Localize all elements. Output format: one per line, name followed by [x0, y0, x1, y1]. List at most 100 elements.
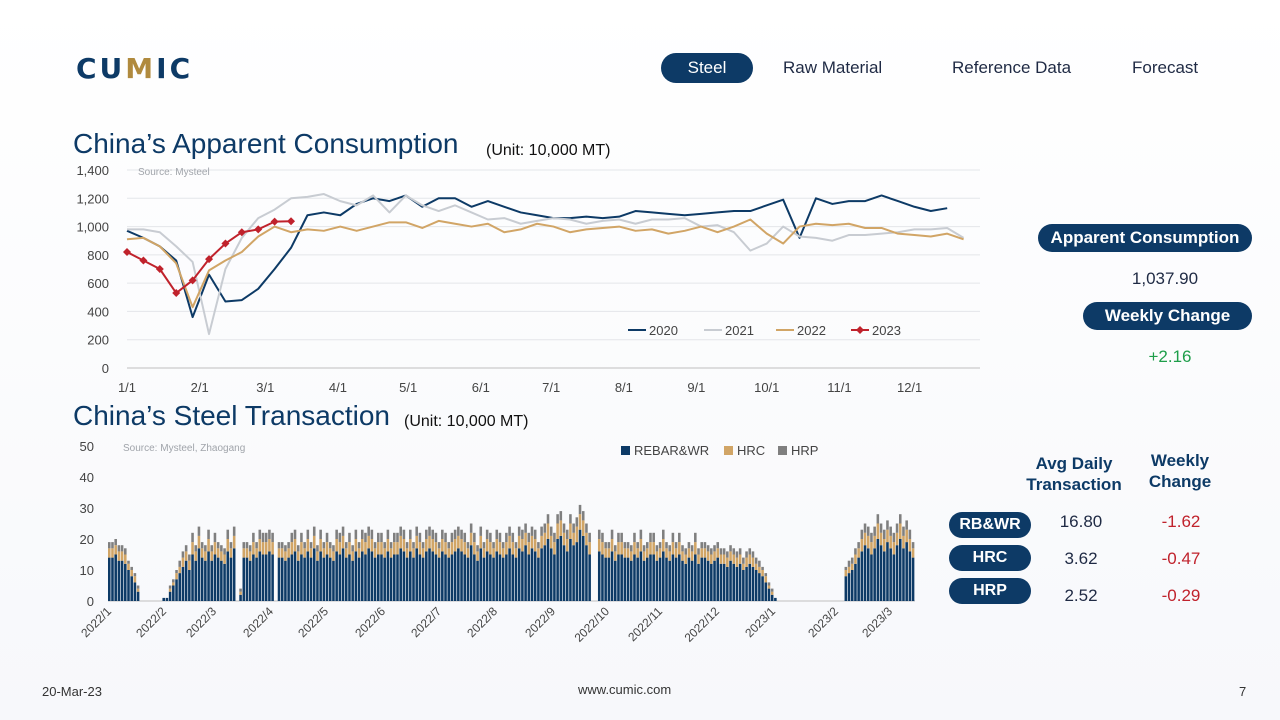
- cumic-logo[interactable]: CUMIC: [76, 52, 194, 85]
- bar-rebar: [402, 551, 406, 601]
- source-note: Source: Mysteel, Zhaogang: [123, 443, 245, 454]
- bar-hrc: [703, 548, 707, 558]
- tab-raw-material[interactable]: Raw Material: [783, 58, 883, 77]
- bar-hrp: [319, 529, 322, 539]
- bar-hrp: [341, 526, 345, 536]
- bar-hrp: [220, 545, 223, 552]
- bar-hrp: [617, 532, 620, 543]
- bar-hrc: [495, 539, 499, 552]
- bar-hrp: [223, 548, 226, 555]
- bar-hrp: [847, 560, 851, 567]
- bar-rebar: [117, 560, 121, 601]
- bar-hrp: [489, 532, 492, 543]
- bar-rebar: [559, 535, 563, 601]
- bar-hrc: [120, 551, 124, 561]
- bar-hrp: [200, 542, 204, 549]
- bar-hrp: [501, 542, 505, 549]
- bar-hrp: [565, 529, 569, 539]
- bar-hrc: [357, 548, 361, 558]
- bar-hrp: [729, 545, 732, 552]
- bar-hrp: [296, 545, 300, 552]
- footer-url[interactable]: www.cumic.com: [578, 682, 672, 697]
- bar-hrp: [457, 526, 460, 536]
- bar-hrp: [184, 545, 188, 552]
- tab-forecast[interactable]: Forecast: [1132, 58, 1199, 77]
- bar-rebar: [457, 548, 460, 601]
- bar-hrc: [367, 535, 370, 549]
- bar-rebar: [124, 563, 127, 601]
- bar-rebar: [492, 557, 495, 601]
- bar-rebar: [268, 551, 271, 601]
- bar-hrc: [434, 542, 438, 555]
- bar-rebar: [549, 548, 553, 601]
- apparent-consumption-value: 1,037.90: [1131, 269, 1199, 288]
- bar-hrp: [870, 532, 873, 543]
- bar-hrc: [418, 542, 422, 555]
- bar-rebar: [546, 539, 550, 601]
- y-tick-label: 600: [87, 276, 109, 291]
- bar-rebar: [348, 554, 351, 601]
- bar-hrp: [453, 529, 457, 539]
- bar-rebar: [668, 560, 671, 601]
- bar-hrc: [697, 554, 700, 564]
- bar-hrp: [188, 554, 191, 561]
- tab-reference-data[interactable]: Reference Data: [952, 58, 1072, 77]
- bar-hrc: [409, 539, 412, 552]
- bar-hrc: [524, 532, 527, 546]
- y-tick-label: 1,200: [76, 191, 109, 206]
- bar-hrc: [450, 542, 454, 555]
- bar-hrc: [501, 548, 505, 558]
- bar-rebar: [726, 566, 729, 601]
- bar-rebar: [204, 560, 207, 601]
- bar-hrp: [293, 529, 297, 539]
- bar-hrp: [866, 526, 870, 536]
- tab-steel[interactable]: Steel: [661, 53, 753, 83]
- bar-hrp: [127, 560, 130, 564]
- bar-hrp: [248, 545, 252, 552]
- bar-rebar: [588, 554, 591, 601]
- bar-hrc: [710, 554, 713, 564]
- bar-hrp: [629, 545, 633, 552]
- bar-hrp: [613, 545, 617, 552]
- bar-hrc: [389, 548, 393, 558]
- bar-hrp: [889, 526, 892, 536]
- bar-hrc: [732, 554, 736, 564]
- bar-hrp: [703, 542, 707, 549]
- bar-hrp: [114, 539, 117, 546]
- bar-hrp: [434, 532, 438, 543]
- bar-hrc: [754, 563, 758, 570]
- bar-rebar: [754, 570, 758, 601]
- data-point-2023: [188, 276, 197, 285]
- bar-hrc: [380, 542, 383, 555]
- bar-hrc: [194, 551, 198, 561]
- bar-rebar: [623, 557, 627, 601]
- bar-hrp: [623, 542, 627, 549]
- bar-rebar: [383, 557, 386, 601]
- bar-hrp: [216, 542, 220, 549]
- bar-rebar: [607, 557, 611, 601]
- data-point-2023: [139, 256, 148, 265]
- bar-rebar: [678, 554, 681, 601]
- bar-hrp: [892, 532, 896, 543]
- bar-hrp: [527, 532, 531, 543]
- bar-hrp: [242, 542, 246, 549]
- bar-hrc: [373, 548, 377, 558]
- bar-hrc: [537, 548, 540, 558]
- consumption-title: China’s Apparent Consumption: [73, 128, 459, 159]
- row-label-hrc: HRC: [949, 545, 1031, 571]
- bar-rebar: [866, 548, 870, 601]
- bar-hrp: [908, 529, 912, 539]
- bar-hrc: [553, 542, 556, 555]
- bar-rebar: [248, 560, 252, 601]
- bar-rebar: [293, 551, 297, 601]
- x-tick-label: 2022/5: [295, 604, 331, 640]
- bar-hrc: [498, 542, 502, 555]
- x-tick-label: 2022/10: [572, 604, 613, 645]
- bar-hrc: [204, 551, 207, 561]
- bar-hrp: [418, 532, 422, 543]
- bar-hrc: [546, 523, 550, 539]
- bar-hrp: [460, 529, 463, 539]
- bar-rebar: [399, 548, 402, 601]
- bar-rebar: [604, 557, 607, 601]
